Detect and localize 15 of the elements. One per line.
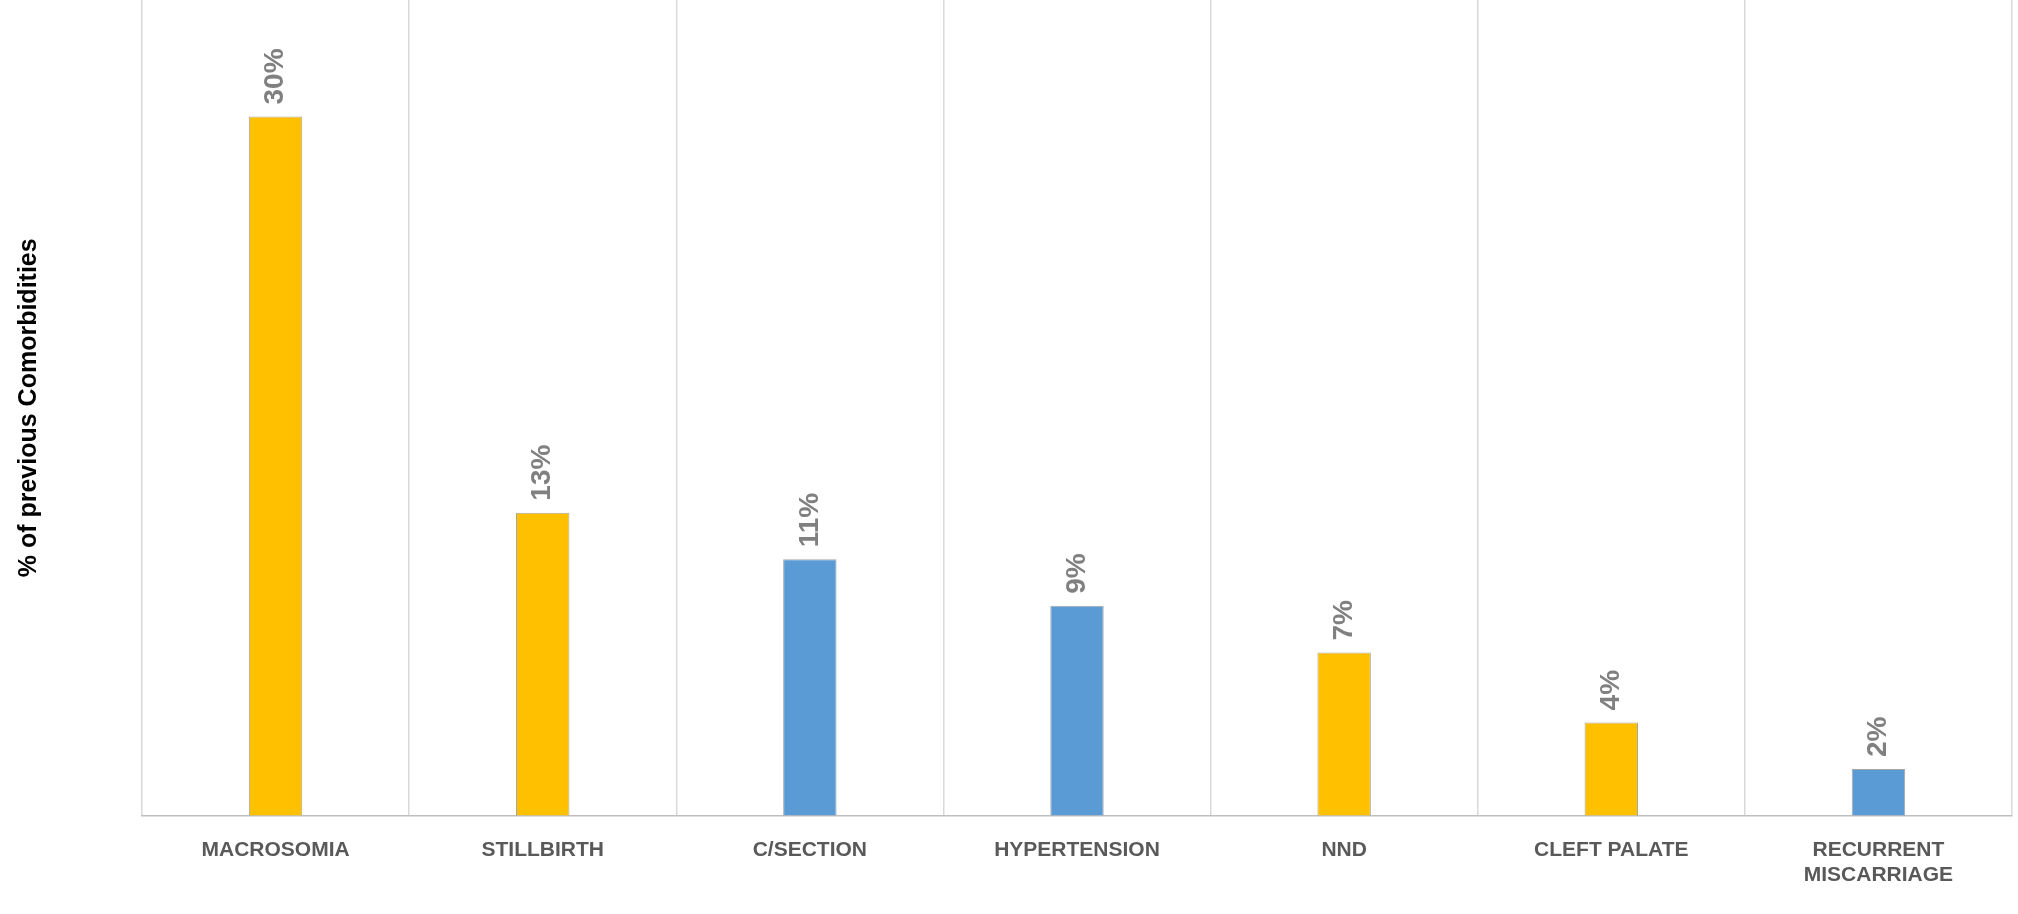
data-label: 2% bbox=[1861, 716, 1893, 757]
y-axis-title: % of previous Comorbidities bbox=[12, 238, 41, 578]
x-tick-label: NND bbox=[1321, 837, 1367, 860]
x-tick-label: CLEFT PALATE bbox=[1534, 837, 1689, 860]
data-label: 11% bbox=[792, 492, 824, 548]
x-tick-label: C/SECTION bbox=[752, 837, 868, 860]
data-label: 30% bbox=[258, 48, 290, 105]
x-tick-label: HYPERTENSION bbox=[994, 837, 1160, 860]
data-label: 4% bbox=[1594, 669, 1625, 711]
x-tick-label: MACROSOMIA bbox=[201, 837, 350, 860]
data-label: 9% bbox=[1059, 553, 1091, 594]
data-label: 7% bbox=[1326, 599, 1358, 641]
x-tick-label: RECURRENT MISCARRIAGE bbox=[1803, 837, 1954, 886]
data-label: 13% bbox=[525, 444, 557, 501]
x-tick-label: STILLBIRTH bbox=[481, 837, 604, 860]
